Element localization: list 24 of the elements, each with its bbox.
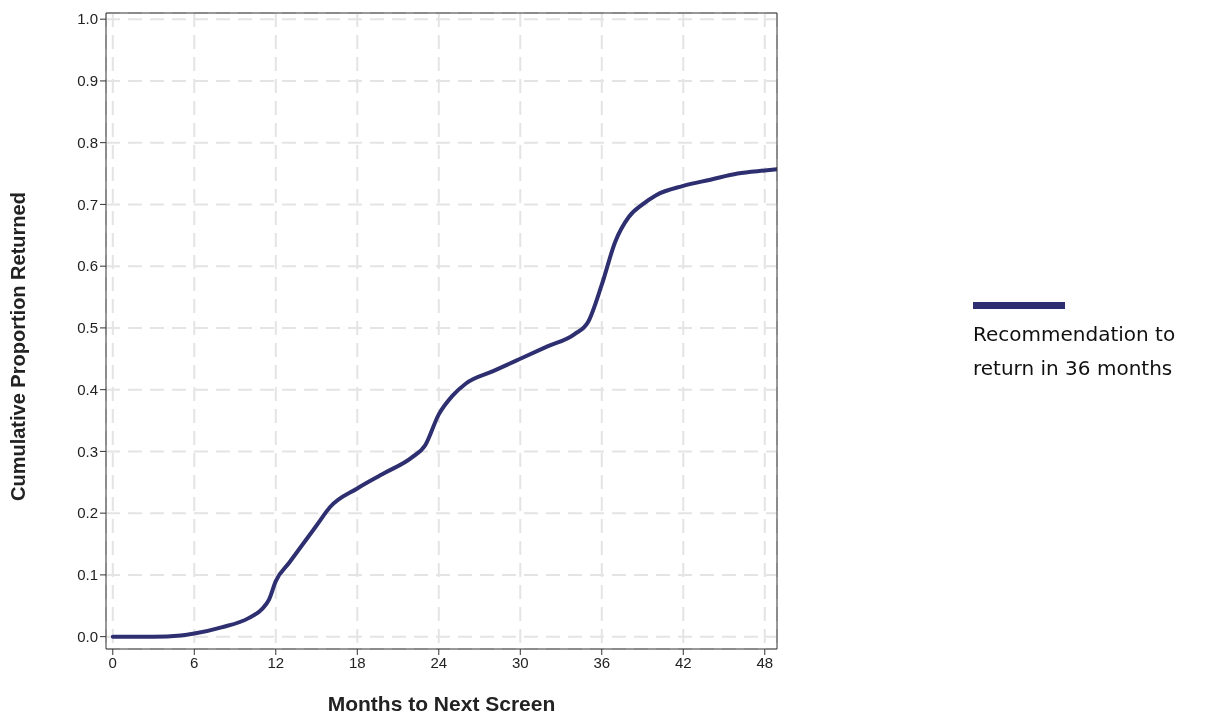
y-tick-label: 0.7 [77, 195, 98, 213]
x-axis-title: Months to Next Screen [327, 692, 556, 715]
y-tick-label: 0.1 [77, 566, 98, 584]
y-tick-label: 0.3 [77, 442, 98, 460]
x-tick-label: 30 [511, 653, 529, 671]
x-tick-label: 6 [190, 653, 199, 671]
x-tick-label: 24 [430, 653, 448, 671]
x-tick-label: 48 [756, 653, 774, 671]
legend-label: Recommendation to return in 36 months [973, 322, 1176, 380]
y-tick-label: 0.0 [77, 627, 98, 645]
x-tick-label: 42 [674, 653, 692, 671]
y-axis-title: Cumulative Proportion Returned [7, 192, 30, 501]
y-tick-label: 0.8 [77, 133, 98, 151]
y-tick-label: 0.6 [77, 257, 98, 275]
x-tick-label: 36 [593, 653, 611, 671]
y-tick-label: 1.0 [77, 10, 98, 28]
y-tick-label: 0.2 [77, 504, 98, 522]
x-tick-label: 12 [267, 653, 285, 671]
x-tick-label: 18 [348, 653, 366, 671]
line-series [110, 167, 777, 639]
y-tick-label: 0.9 [77, 72, 98, 90]
x-tick-label: 0 [108, 653, 117, 671]
y-tick-label: 0.5 [77, 319, 98, 337]
y-tick-label: 0.4 [77, 380, 98, 398]
